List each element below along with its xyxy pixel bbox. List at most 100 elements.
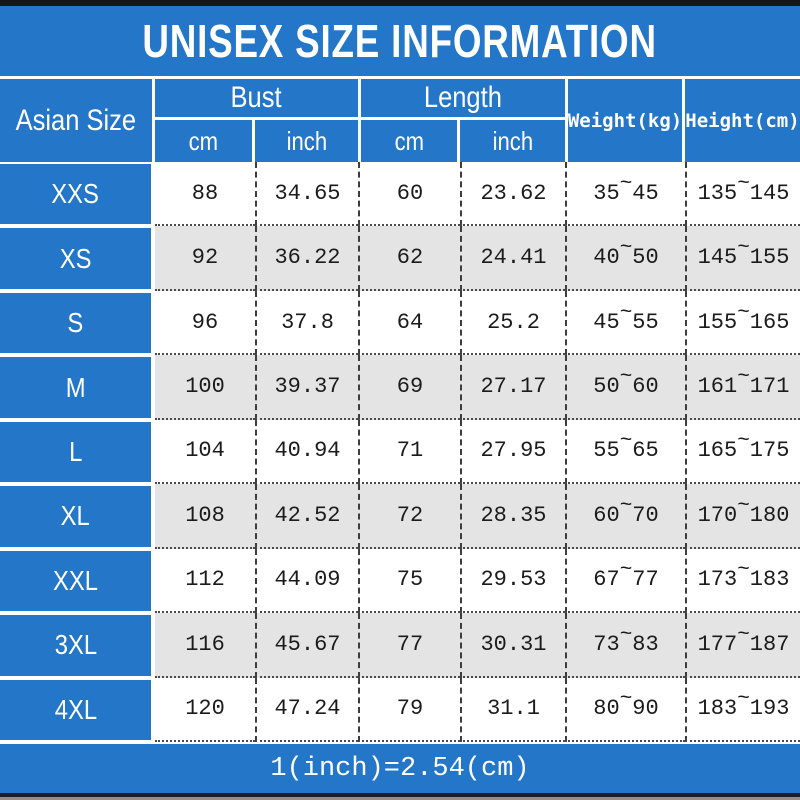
range-tilde-icon: ~ — [737, 559, 750, 583]
weight-max: 65 — [632, 438, 659, 464]
height-range-cell: 145 ~ 155 — [685, 226, 800, 291]
range-tilde-icon: ~ — [737, 623, 750, 647]
length-inch-cell: 27.17 — [460, 355, 565, 420]
weight-range-cell: 60 ~ 70 — [565, 484, 685, 549]
weight-min: 45 — [593, 309, 620, 335]
length-inch-cell: 29.53 — [460, 548, 565, 614]
size-label: 3XL — [54, 629, 97, 661]
size-label: XS — [59, 242, 92, 274]
table-row: 4XL 120 47.24 79 31.1 80 ~ 90 183 ~ 193 — [0, 677, 800, 742]
length-inch-cell: 30.31 — [460, 613, 565, 678]
header-length-label: Length — [423, 81, 502, 114]
height-range-cell: 183 ~ 193 — [685, 677, 800, 742]
size-label: XXL — [53, 564, 98, 596]
header-asian-size: Asian Size — [0, 79, 155, 162]
bust-inch-cell: 37.8 — [255, 290, 358, 356]
range-tilde-icon: ~ — [737, 172, 750, 196]
weight-min: 55 — [593, 438, 620, 464]
weight-max: 60 — [632, 374, 659, 400]
range-tilde-icon: ~ — [619, 559, 633, 583]
size-cell: S — [0, 290, 155, 356]
length-cm-cell: 69 — [358, 355, 460, 420]
bust-cm-cell: 92 — [155, 226, 255, 291]
length-cm-cell: 64 — [358, 290, 460, 356]
size-cell: XXL — [0, 548, 155, 614]
height-min: 161 — [697, 374, 738, 400]
weight-range-cell: 73 ~ 83 — [565, 613, 685, 678]
height-min: 135 — [697, 180, 738, 206]
weight-max: 90 — [632, 696, 659, 722]
header-length-cm: cm — [358, 120, 460, 162]
bust-inch-cell: 42.52 — [255, 484, 358, 549]
range-tilde-icon: ~ — [619, 623, 633, 647]
range-tilde-icon: ~ — [619, 172, 633, 196]
length-inch-cell: 23.62 — [460, 162, 565, 227]
bust-inch-cell: 47.24 — [255, 677, 358, 742]
size-label: XL — [60, 500, 91, 532]
size-cell: M — [0, 355, 155, 420]
length-inch-cell: 25.2 — [460, 290, 565, 356]
table-header: Asian Size Bust Length cm inch cm inch W… — [0, 79, 800, 162]
size-label: M — [65, 371, 86, 403]
height-range-cell: 165 ~ 175 — [685, 419, 800, 485]
conversion-note: 1(inch)=2.54(cm) — [270, 753, 530, 784]
weight-min: 67 — [593, 567, 620, 593]
weight-range-cell: 55 ~ 65 — [565, 419, 685, 485]
table-row: 3XL 116 45.67 77 30.31 73 ~ 83 177 ~ 187 — [0, 613, 800, 678]
height-min: 165 — [697, 438, 738, 464]
header-bust-inch: inch — [255, 120, 358, 162]
title-divider — [0, 76, 800, 79]
height-range-cell: 173 ~ 183 — [685, 548, 800, 614]
height-max: 193 — [749, 696, 790, 722]
weight-max: 70 — [632, 502, 659, 528]
bust-cm-cell: 112 — [155, 548, 255, 614]
height-range-cell: 177 ~ 187 — [685, 613, 800, 678]
header-bust: Bust — [155, 79, 358, 120]
bust-cm-cell: 116 — [155, 613, 255, 678]
bust-cm-cell: 108 — [155, 484, 255, 549]
height-max: 187 — [749, 631, 790, 657]
height-range-cell: 170 ~ 180 — [685, 484, 800, 549]
header-length-inch: inch — [460, 120, 565, 162]
height-min: 177 — [697, 631, 738, 657]
range-tilde-icon: ~ — [737, 430, 750, 454]
bottom-border-strip — [0, 793, 800, 797]
weight-min: 40 — [593, 245, 620, 271]
table-row: L 104 40.94 71 27.95 55 ~ 65 165 ~ 175 — [0, 419, 800, 485]
bust-inch-cell: 45.67 — [255, 613, 358, 678]
weight-range-cell: 50 ~ 60 — [565, 355, 685, 420]
length-cm-cell: 60 — [358, 162, 460, 227]
bust-inch-cell: 36.22 — [255, 226, 358, 291]
bust-cm-cell: 88 — [155, 162, 255, 227]
height-max: 145 — [749, 180, 790, 206]
table-body: XXS 88 34.65 60 23.62 35 ~ 45 135 ~ 145 … — [0, 162, 800, 742]
footer-bar: 1(inch)=2.54(cm) — [0, 742, 800, 793]
bust-cm-cell: 96 — [155, 290, 255, 356]
bust-cm-cell: 100 — [155, 355, 255, 420]
height-min: 173 — [697, 567, 738, 593]
range-tilde-icon: ~ — [737, 494, 750, 518]
size-cell: XXS — [0, 162, 155, 227]
range-tilde-icon: ~ — [619, 494, 633, 518]
size-cell: XS — [0, 226, 155, 291]
size-label: XXS — [51, 178, 100, 210]
table-row: S 96 37.8 64 25.2 45 ~ 55 155 ~ 165 — [0, 290, 800, 356]
bottom-edge-strip — [0, 797, 800, 800]
weight-max: 83 — [632, 631, 659, 657]
height-max: 165 — [749, 309, 790, 335]
length-cm-cell: 71 — [358, 419, 460, 485]
height-min: 170 — [697, 502, 738, 528]
bust-inch-cell: 44.09 — [255, 548, 358, 614]
weight-range-cell: 67 ~ 77 — [565, 548, 685, 614]
size-cell: XL — [0, 484, 155, 549]
height-range-cell: 135 ~ 145 — [685, 162, 800, 227]
range-tilde-icon: ~ — [737, 688, 750, 712]
weight-max: 55 — [632, 309, 659, 335]
size-label: L — [68, 435, 83, 467]
size-label: 4XL — [54, 693, 97, 725]
header-bust-cm: cm — [155, 120, 255, 162]
size-cell: 3XL — [0, 613, 155, 678]
weight-min: 60 — [593, 502, 620, 528]
bust-cm-cell: 120 — [155, 677, 255, 742]
weight-min: 35 — [593, 180, 620, 206]
